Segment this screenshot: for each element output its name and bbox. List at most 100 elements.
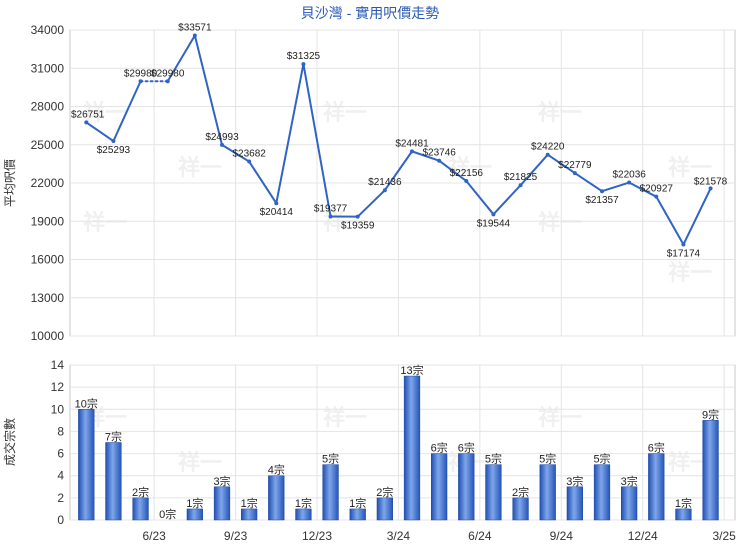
count-bar — [241, 508, 258, 521]
count-bar — [539, 464, 556, 521]
count-bar — [78, 409, 95, 521]
x-tick-label: 9/24 — [550, 529, 574, 543]
price-data-label: $24993 — [205, 132, 239, 143]
price-point — [410, 149, 414, 154]
price-line-segment — [85, 121, 115, 143]
price-data-label: $24481 — [395, 138, 429, 149]
price-point — [220, 142, 224, 147]
watermark-text: 祥一 — [83, 100, 127, 125]
price-tick-label: 16000 — [31, 253, 65, 267]
x-tick-label: 12/23 — [302, 529, 332, 543]
count-bar — [431, 453, 448, 521]
watermark-text: 祥一 — [538, 210, 582, 235]
count-data-label: 1宗 — [241, 496, 258, 510]
price-line-segment — [546, 153, 576, 175]
count-data-label: 3宗 — [566, 474, 583, 488]
price-point — [328, 214, 333, 219]
price-line-segment — [356, 189, 386, 218]
count-data-label: 2宗 — [376, 485, 393, 499]
count-data-label: 3宗 — [621, 474, 638, 488]
price-line-segment — [492, 184, 522, 216]
price-line-segment — [166, 34, 196, 83]
price-data-label: $31325 — [287, 51, 321, 62]
price-line-segment — [221, 143, 251, 163]
price-data-label: $21357 — [585, 195, 619, 206]
price-data-label: $25293 — [97, 145, 131, 156]
count-data-label: 2宗 — [132, 485, 149, 499]
count-bar — [621, 486, 638, 521]
count-tick-label: 10 — [51, 402, 65, 416]
count-tick-label: 8 — [57, 424, 64, 438]
price-tick-label: 13000 — [31, 291, 65, 305]
count-data-label: 4宗 — [268, 463, 285, 477]
price-data-label: $20414 — [260, 207, 294, 218]
count-bar — [376, 497, 393, 521]
price-tick-label: 28000 — [31, 100, 65, 114]
count-data-label: 7宗 — [105, 430, 122, 444]
count-data-label: 1宗 — [349, 496, 366, 510]
count-bar — [675, 508, 692, 521]
count-bar — [593, 464, 611, 521]
count-bar — [349, 508, 366, 521]
count-data-label: 6宗 — [648, 441, 665, 455]
price-data-label: $20927 — [640, 184, 674, 195]
count-bar — [132, 497, 149, 521]
price-data-label: $21825 — [504, 172, 538, 183]
watermark-text: 祥一 — [538, 100, 582, 125]
count-axis-title: 成交宗數 — [2, 418, 17, 466]
count-tick-label: 4 — [57, 469, 64, 483]
count-bar — [512, 497, 529, 521]
count-bar — [403, 375, 421, 521]
watermark-text: 祥一 — [668, 260, 712, 285]
watermark-text: 祥一 — [668, 155, 712, 180]
price-point — [192, 33, 197, 38]
count-data-label: 6宗 — [458, 441, 475, 455]
count-bar — [213, 486, 231, 521]
price-point — [437, 158, 442, 163]
price-point — [518, 183, 523, 188]
count-bar — [295, 508, 312, 521]
price-data-label: $22036 — [612, 170, 646, 181]
price-data-label: $24220 — [531, 142, 565, 153]
count-bar — [485, 464, 502, 521]
watermark-text: 祥一 — [448, 155, 492, 180]
count-tick-label: 0 — [57, 513, 64, 527]
count-bar — [566, 486, 583, 521]
price-tick-label: 25000 — [31, 138, 65, 152]
count-bar — [186, 508, 203, 521]
count-data-label: 2宗 — [512, 485, 529, 499]
price-line-segment — [275, 63, 305, 205]
price-line-segment — [302, 63, 332, 218]
price-data-label: $22156 — [450, 168, 484, 179]
x-tick-label: 12/24 — [628, 529, 658, 543]
x-tick-label: 9/23 — [224, 529, 248, 543]
count-bar — [648, 453, 665, 521]
price-point — [274, 201, 279, 206]
price-point — [681, 242, 686, 247]
price-data-label: $19377 — [314, 203, 348, 214]
price-point — [572, 171, 577, 176]
count-tick-label: 12 — [51, 380, 65, 394]
count-data-label: 5宗 — [539, 452, 556, 466]
price-point — [138, 79, 143, 84]
price-data-label: $19359 — [341, 221, 375, 232]
price-data-label: $33571 — [178, 22, 212, 33]
x-tick-label: 3/25 — [712, 529, 736, 543]
price-data-label: $26751 — [71, 109, 105, 120]
count-bar — [268, 475, 285, 521]
price-point — [654, 194, 659, 199]
price-data-label: $21578 — [694, 176, 728, 187]
price-data-label: $29980 — [124, 68, 158, 79]
price-data-label: $19544 — [477, 218, 511, 229]
watermark-text: 祥一 — [83, 210, 127, 235]
price-line-segment — [438, 159, 468, 183]
price-line-segment — [193, 34, 223, 146]
price-line-segment — [411, 150, 441, 162]
count-data-label: 3宗 — [213, 474, 230, 488]
count-bar — [105, 442, 122, 521]
price-data-label: $17174 — [667, 249, 701, 260]
watermark-text: 祥一 — [178, 450, 222, 475]
price-line-segment — [628, 181, 658, 198]
